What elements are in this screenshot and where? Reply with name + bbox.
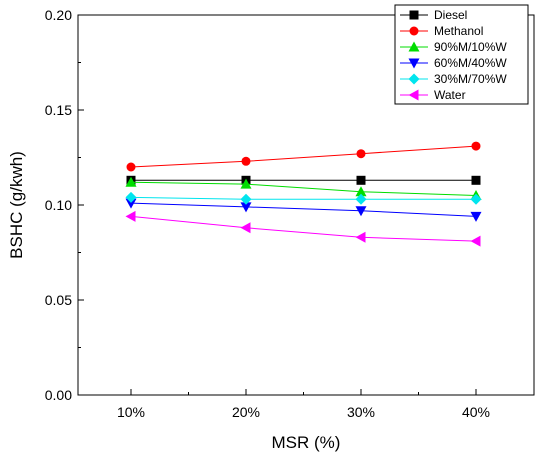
legend-item: Diesel: [400, 8, 467, 22]
series-layer: [125, 141, 482, 247]
data-point: [470, 193, 482, 205]
data-point: [125, 210, 136, 222]
legend: Diesel Methanol 90%M/10%W 60%M/40%W 30%M/70%…: [394, 4, 529, 105]
data-point: [355, 193, 367, 205]
data-point: [240, 222, 251, 234]
series-line: [130, 196, 476, 200]
x-tick-label: 10%: [117, 404, 145, 420]
data-point: [125, 198, 137, 209]
legend-item: 60%M/40%W: [400, 56, 507, 70]
data-point: [125, 191, 137, 203]
legend-item: Water: [400, 88, 466, 102]
legend-label: 60%M/40%W: [434, 56, 507, 70]
x-tick-label: 40%: [462, 404, 490, 420]
legend-label: Water: [434, 88, 466, 102]
legend-marker: [408, 58, 420, 69]
series-1: [126, 141, 481, 172]
series-3: [125, 198, 482, 222]
legend-label: 90%M/10%W: [434, 40, 507, 54]
data-point: [471, 141, 481, 151]
y-axis-ticks: 0.00 0.05 0.10 0.15 0.20: [45, 7, 84, 403]
y-tick-label: 0.20: [45, 7, 72, 23]
y-tick-label: 0.15: [45, 102, 72, 118]
data-point: [355, 231, 366, 243]
legend-item: 30%M/70%W: [400, 72, 507, 86]
y-tick-label: 0.10: [45, 197, 72, 213]
data-point: [470, 211, 482, 222]
y-tick-label: 0.05: [45, 292, 72, 308]
data-point: [126, 162, 136, 172]
legend-marker: [408, 73, 420, 85]
series-line: [130, 202, 477, 217]
series-4: [125, 191, 482, 205]
data-point: [355, 206, 367, 217]
legend-label: Diesel: [434, 8, 467, 22]
data-point: [240, 178, 252, 189]
series-5: [125, 210, 481, 247]
legend-box: [394, 4, 529, 105]
data-point: [355, 186, 367, 197]
legend-item: Methanol: [400, 24, 483, 38]
data-point: [240, 193, 252, 205]
data-point: [240, 202, 252, 213]
data-point: [471, 175, 481, 185]
legend-marker: [408, 89, 419, 101]
x-axis-ticks: 10% 20% 30% 40%: [117, 389, 490, 420]
y-axis-title: BSHC (g/kwh): [7, 151, 26, 259]
y-tick-label: 0.00: [45, 387, 72, 403]
series-line: [130, 215, 477, 242]
series-line: [130, 181, 477, 196]
data-point: [356, 175, 366, 185]
x-tick-label: 20%: [232, 404, 260, 420]
legend-marker: [409, 10, 419, 20]
legend-label: Methanol: [434, 24, 483, 38]
legend-marker: [408, 41, 420, 52]
data-point: [125, 176, 137, 187]
series-line: [130, 145, 477, 168]
legend-item: 90%M/10%W: [400, 40, 507, 54]
legend-marker: [409, 26, 419, 36]
x-axis-title: MSR (%): [272, 433, 341, 452]
data-point: [241, 156, 251, 166]
data-point: [470, 235, 481, 247]
legend-label: 30%M/70%W: [434, 72, 507, 86]
x-tick-label: 30%: [347, 404, 375, 420]
data-point: [356, 149, 366, 159]
